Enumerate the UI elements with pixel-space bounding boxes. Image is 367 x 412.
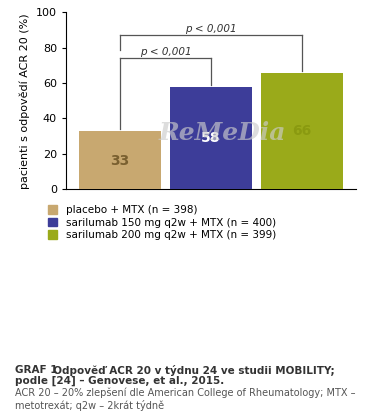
Bar — [170, 87, 252, 189]
Text: ACR 20 – 20% zlepšení dle American College of Rheumatology; MTX –
metotrexát; q2: ACR 20 – 20% zlepšení dle American Colle… — [15, 387, 355, 411]
Text: 66: 66 — [292, 124, 312, 138]
Text: 33: 33 — [110, 154, 130, 168]
Legend: placebo + MTX (n = 398), sarilumab 150 mg q2w + MTX (n = 400), sarilumab 200 mg : placebo + MTX (n = 398), sarilumab 150 m… — [48, 205, 276, 240]
Text: p < 0,001: p < 0,001 — [185, 24, 237, 35]
Text: Odpověď ACR 20 v týdnu 24 ve studii MOBILITY;: Odpověď ACR 20 v týdnu 24 ve studii MOBI… — [46, 365, 334, 376]
Text: GRAF 1: GRAF 1 — [15, 365, 57, 375]
Y-axis label: pacienti s odpovědí ACR 20 (%): pacienti s odpovědí ACR 20 (%) — [20, 13, 30, 189]
Text: ReMeDia: ReMeDia — [159, 121, 286, 145]
Bar — [79, 131, 161, 189]
Bar — [261, 73, 343, 189]
Text: p < 0,001: p < 0,001 — [140, 47, 192, 57]
Text: podle [24] – Genovese, et al., 2015.: podle [24] – Genovese, et al., 2015. — [15, 376, 224, 386]
Text: 58: 58 — [201, 131, 221, 145]
